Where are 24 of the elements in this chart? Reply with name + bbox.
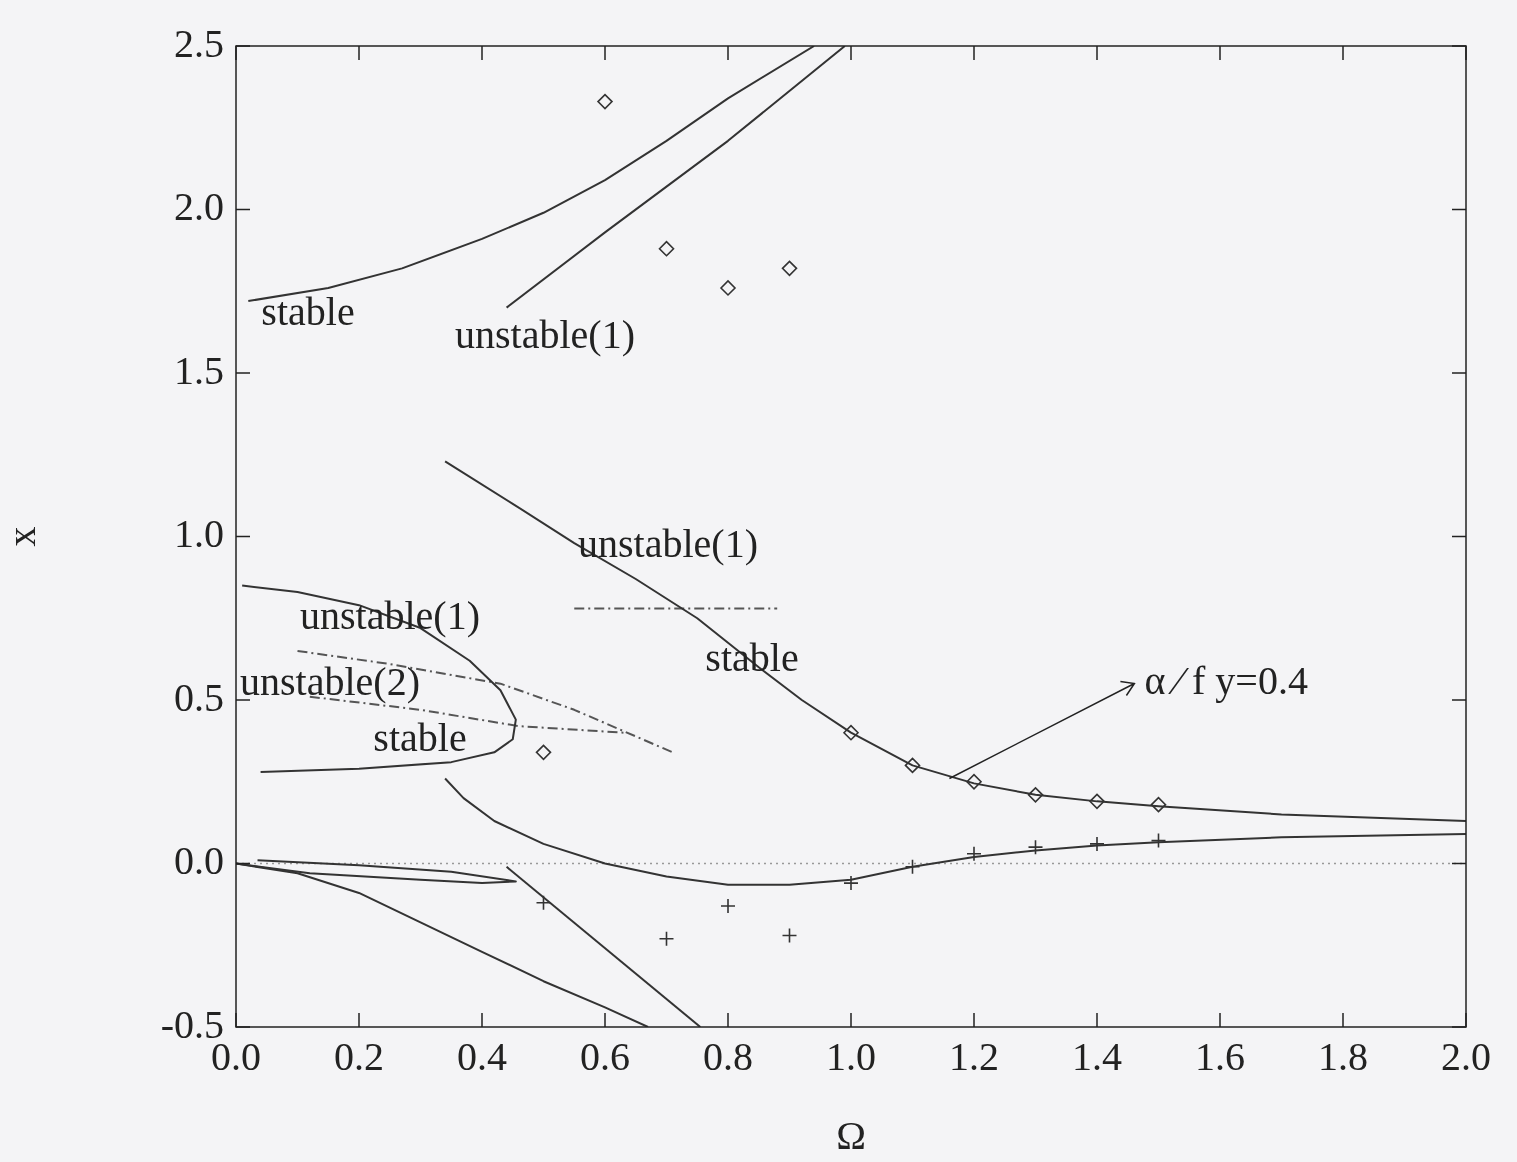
y-tick-label: 1.0 [174, 511, 224, 556]
annotation: stable [373, 714, 467, 760]
x-tick-label: 1.6 [1195, 1033, 1245, 1079]
x-tick-label: 2.0 [1441, 1033, 1491, 1079]
x-tick-label: 1.2 [949, 1033, 999, 1079]
x-tick-label: 1.8 [1318, 1033, 1368, 1079]
y-axis-title: x [0, 526, 44, 547]
x-tick-label: 0.8 [703, 1033, 753, 1079]
annotation: unstable(1) [578, 520, 758, 566]
x-tick-label: 1.4 [1072, 1033, 1122, 1079]
annotation: unstable(2) [240, 658, 420, 704]
x-tick-label: 0.6 [580, 1033, 630, 1079]
y-tick-label: 0.0 [174, 838, 224, 883]
y-tick-label: 0.5 [174, 674, 224, 720]
annotation: unstable(1) [455, 311, 635, 357]
x-axis-title: Ω [836, 1112, 866, 1158]
annotation: α ⁄ f y=0.4 [1144, 657, 1308, 703]
x-tick-label: 0.2 [334, 1033, 384, 1079]
y-tick-label: 2.5 [174, 20, 224, 66]
y-tick-label: 1.5 [174, 347, 224, 393]
y-tick-label: 2.0 [174, 184, 224, 229]
x-tick-label: 1.0 [826, 1033, 876, 1079]
annotation: stable [261, 288, 355, 334]
x-tick-label: 0.4 [457, 1033, 507, 1079]
